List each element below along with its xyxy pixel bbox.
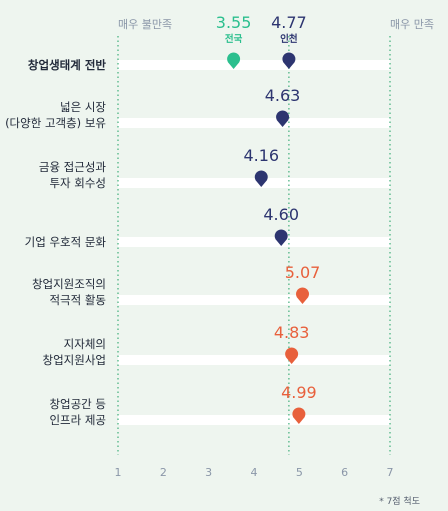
marker-row-4 bbox=[274, 229, 288, 246]
category-label-7-line-2: 인프라 제공 bbox=[49, 413, 106, 427]
category-label-5-line-1: 창업지원조직의 bbox=[32, 277, 106, 291]
row-band-4 bbox=[118, 237, 390, 247]
value-label-row-4: 4.60 bbox=[263, 205, 299, 224]
row-band-3 bbox=[118, 178, 390, 188]
category-label-2-line-1: 넓은 시장 bbox=[60, 100, 106, 114]
reference-national-label: 전국 bbox=[225, 33, 243, 45]
marker-row-5 bbox=[296, 287, 310, 304]
marker-row-1-incheon bbox=[282, 52, 296, 69]
marker-row-3 bbox=[254, 170, 268, 187]
row-band-6 bbox=[118, 355, 390, 365]
marker-row-2 bbox=[276, 110, 290, 127]
category-label-3-line-1: 금융 접근성과 bbox=[39, 160, 107, 174]
x-tick-2: 2 bbox=[160, 466, 167, 479]
value-label-row-3: 4.16 bbox=[243, 146, 279, 165]
x-tick-6: 6 bbox=[341, 466, 348, 479]
category-label-6-line-1: 지자체의 bbox=[64, 337, 106, 351]
category-label-1-line-1: 창업생태계 전반 bbox=[28, 58, 106, 72]
category-label-3-line-2: 투자 회수성 bbox=[49, 176, 106, 190]
marker-row-7 bbox=[292, 407, 306, 424]
row-band-5 bbox=[118, 295, 390, 305]
category-label-2-line-2: (다양한 고객층) 보유 bbox=[5, 116, 106, 130]
category-label-7-line-1: 창업공간 등 bbox=[49, 397, 106, 411]
x-tick-7: 7 bbox=[387, 466, 394, 479]
x-tick-5: 5 bbox=[296, 466, 303, 479]
reference-incheon-value: 4.77 bbox=[271, 13, 307, 32]
row-band-1 bbox=[118, 60, 390, 70]
marker-row-1-national bbox=[227, 52, 241, 69]
footnote: * 7점 척도 bbox=[379, 495, 420, 507]
reference-incheon-label: 인천 bbox=[280, 34, 297, 45]
value-label-row-2: 4.63 bbox=[265, 86, 301, 105]
scale-max-label: 매우 만족 bbox=[390, 18, 434, 31]
x-tick-3: 3 bbox=[205, 466, 212, 479]
value-label-row-5: 5.07 bbox=[285, 263, 321, 282]
category-label-4-line-1: 기업 우호적 문화 bbox=[25, 235, 107, 249]
value-label-row-6: 4.83 bbox=[274, 323, 310, 342]
x-tick-1: 1 bbox=[115, 466, 122, 479]
scale-min-label: 매우 불만족 bbox=[118, 18, 172, 31]
value-label-row-7: 4.99 bbox=[281, 383, 317, 402]
marker-row-6 bbox=[285, 347, 299, 364]
category-label-5-line-2: 적극적 활동 bbox=[49, 293, 106, 307]
reference-national-value: 3.55 bbox=[216, 13, 252, 32]
x-tick-4: 4 bbox=[251, 466, 258, 479]
row-band-2 bbox=[118, 118, 390, 128]
category-label-6-line-2: 창업지원사업 bbox=[43, 353, 106, 367]
row-band-7 bbox=[118, 415, 390, 425]
